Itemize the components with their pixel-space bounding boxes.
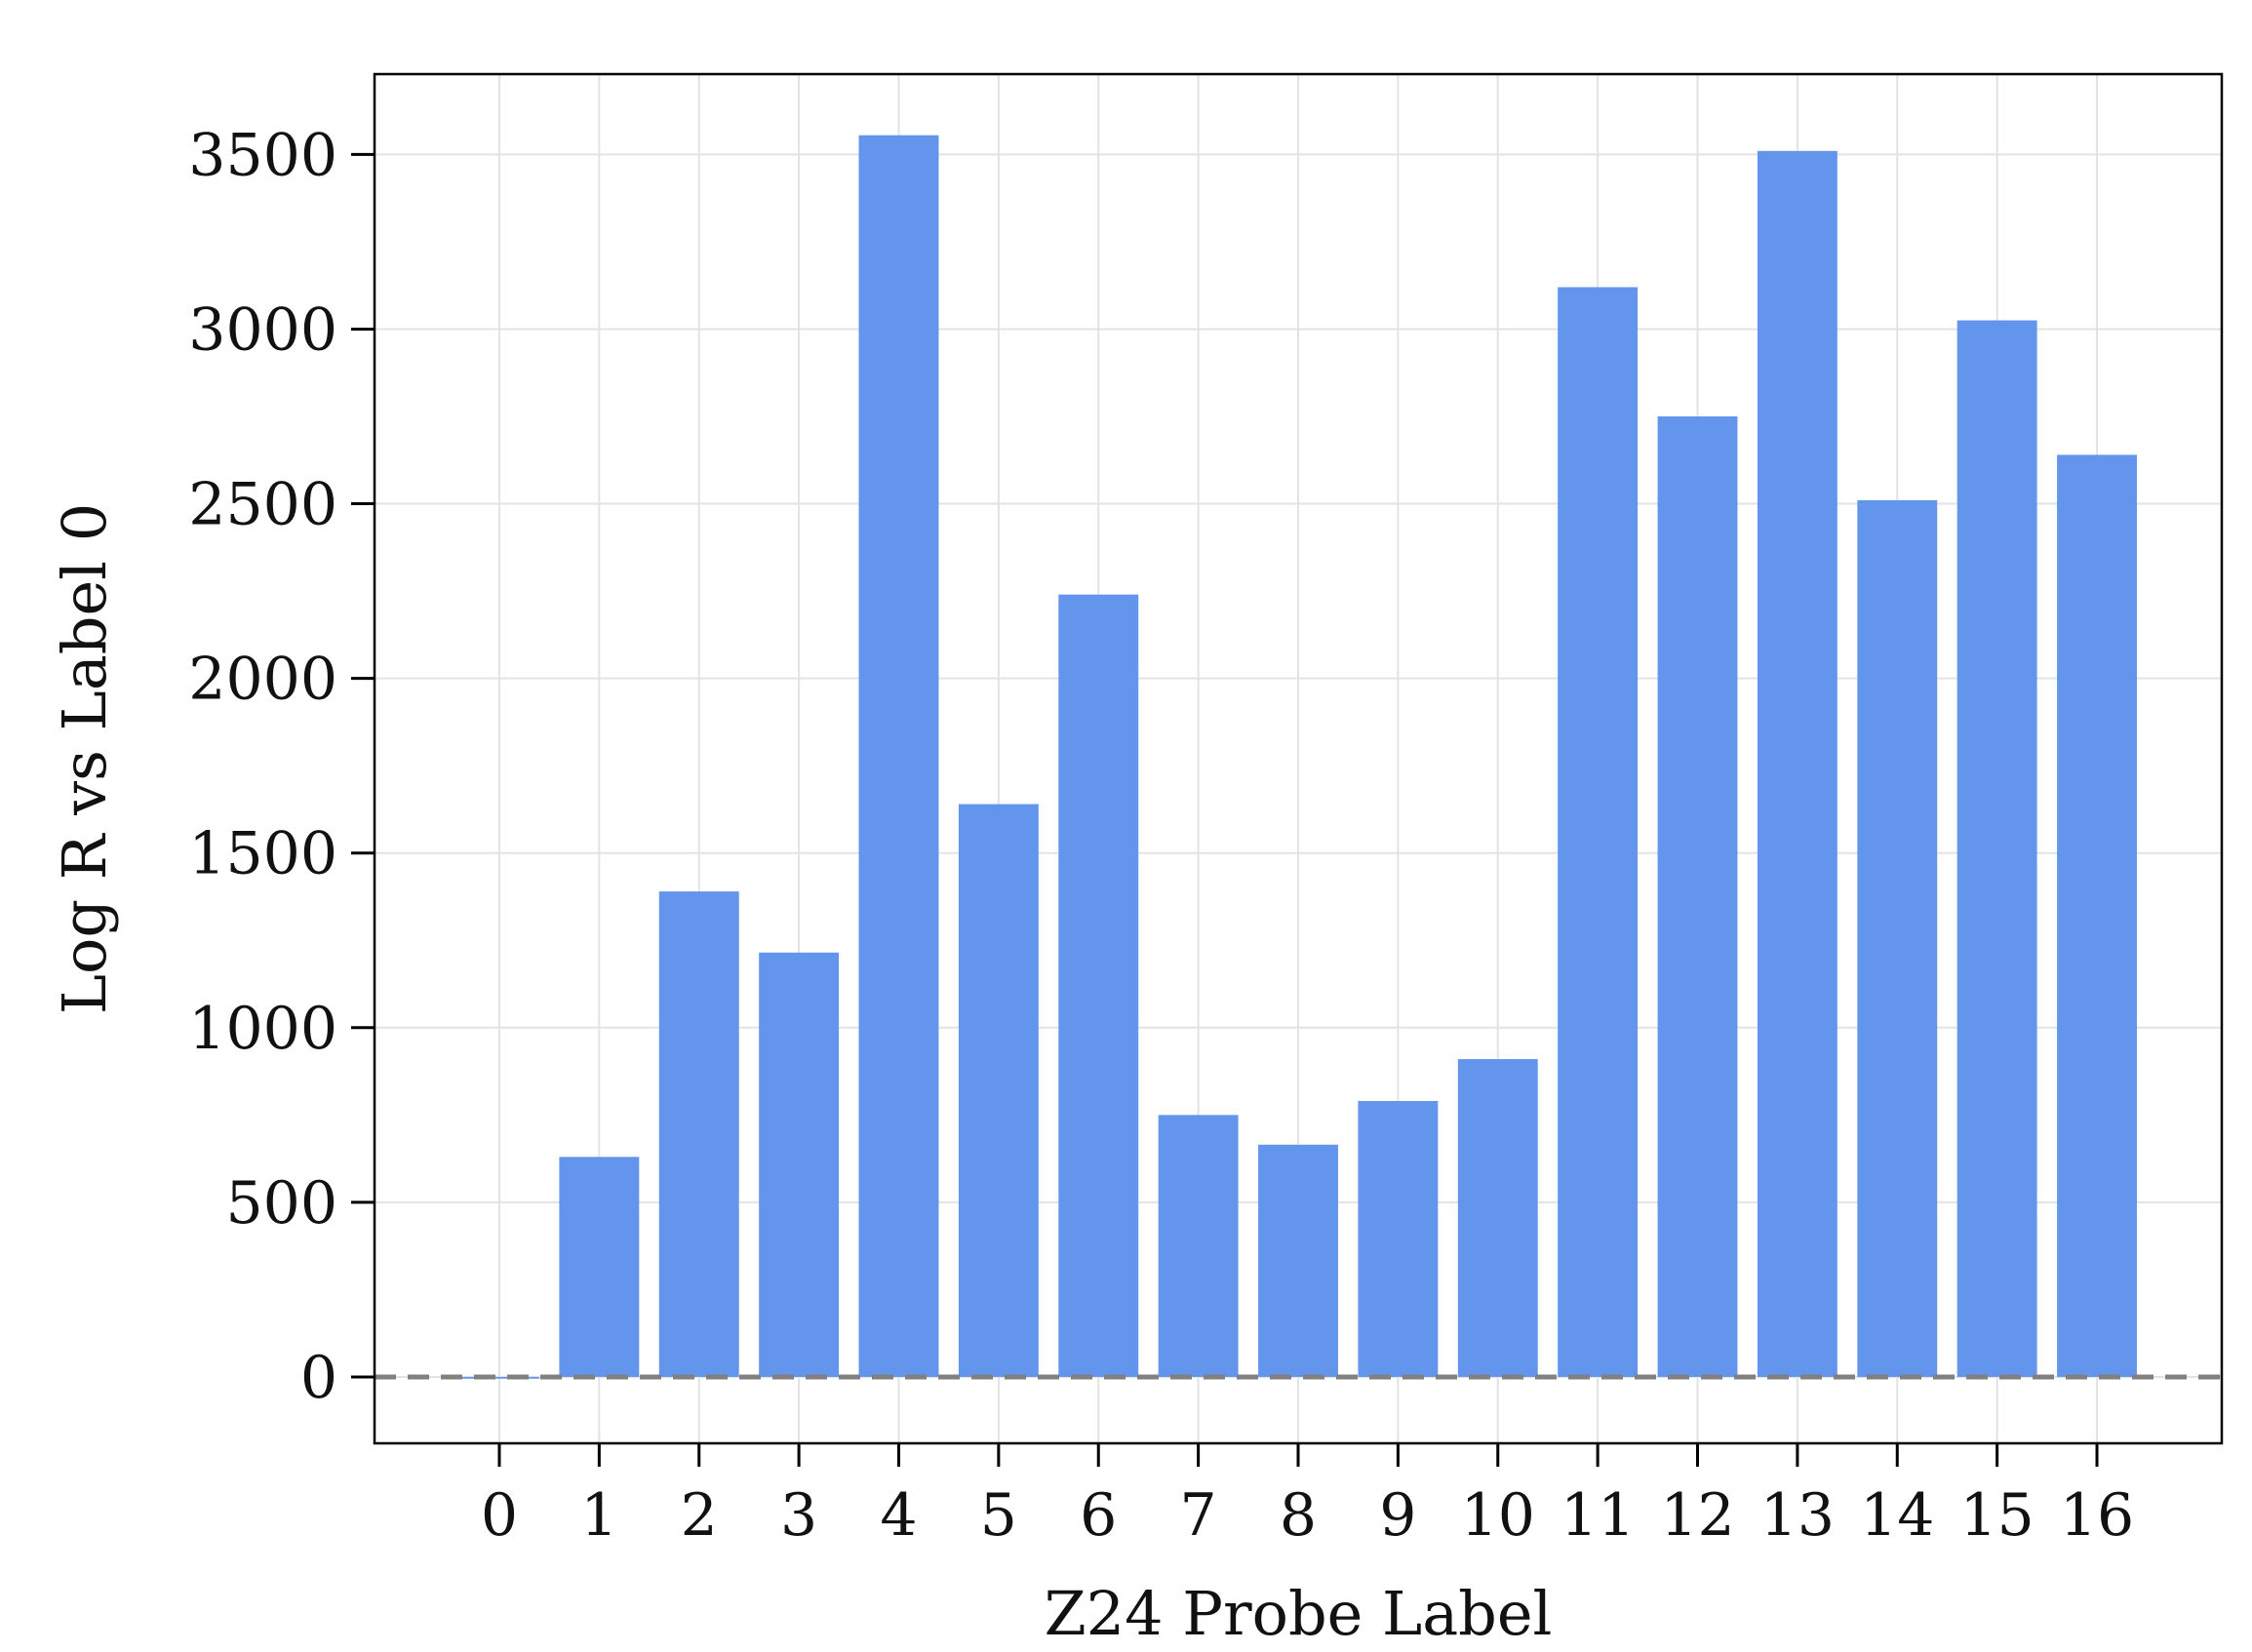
y-tick-label: 2500	[188, 471, 337, 539]
x-tick-label: 2	[681, 1481, 718, 1550]
x-tick-label: 15	[1959, 1481, 2034, 1550]
bars	[459, 135, 2137, 1379]
y-tick-label: 1000	[188, 995, 337, 1063]
bar-11	[1558, 287, 1639, 1377]
bar-15	[1956, 320, 2037, 1377]
x-tick-label: 11	[1561, 1481, 1635, 1550]
x-tick-label: 6	[1080, 1481, 1117, 1550]
x-tick-label: 7	[1180, 1481, 1217, 1550]
bar-4	[858, 135, 939, 1377]
bar-9	[1358, 1101, 1439, 1377]
bar-10	[1457, 1059, 1538, 1377]
bar-13	[1757, 150, 1837, 1377]
bar-12	[1657, 416, 1738, 1377]
y-tick-label: 2000	[188, 646, 337, 714]
bar-16	[2057, 454, 2137, 1377]
x-axis-label: Z24 Probe Label	[1045, 1578, 1553, 1649]
x-axis-ticks: 0 1 2 3 4 5 6 7 8 9 10 11 12 13 14 15 16	[481, 1443, 2134, 1550]
x-tick-label: 4	[880, 1481, 917, 1550]
x-tick-label: 8	[1280, 1481, 1317, 1550]
bar-5	[958, 804, 1039, 1377]
y-axis-label: Log R vs Label 0	[49, 503, 120, 1014]
x-tick-label: 16	[2060, 1481, 2134, 1550]
x-tick-label: 0	[481, 1481, 518, 1550]
x-tick-label: 12	[1660, 1481, 1734, 1550]
bar-14	[1857, 499, 1938, 1377]
y-tick-label: 1500	[188, 820, 337, 888]
x-tick-label: 9	[1379, 1481, 1416, 1550]
y-axis-ticks: 0 500 1000 1500 2000 2500 3000 3500	[188, 121, 375, 1412]
bar-2	[658, 891, 739, 1377]
y-tick-label: 3000	[188, 295, 337, 364]
x-tick-label: 1	[580, 1481, 617, 1550]
y-tick-label: 500	[225, 1169, 337, 1238]
bar-6	[1058, 594, 1139, 1377]
y-tick-label: 0	[300, 1344, 337, 1412]
bar-3	[759, 952, 840, 1377]
x-tick-label: 14	[1860, 1481, 1934, 1550]
bar-0	[459, 1376, 539, 1379]
bar-8	[1258, 1144, 1338, 1377]
x-tick-label: 10	[1461, 1481, 1535, 1550]
x-tick-label: 13	[1760, 1481, 1835, 1550]
y-tick-label: 3500	[188, 121, 337, 189]
x-tick-label: 3	[780, 1481, 817, 1550]
bar-7	[1158, 1115, 1239, 1377]
x-tick-label: 5	[980, 1481, 1017, 1550]
bar-1	[559, 1157, 640, 1377]
